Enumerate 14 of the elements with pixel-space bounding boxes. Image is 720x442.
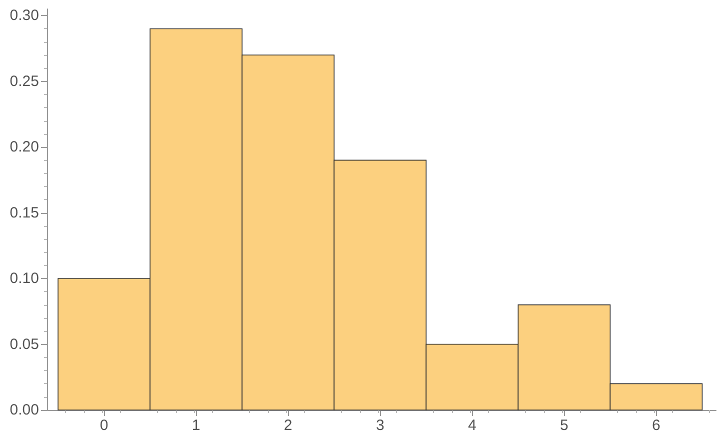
x-tick-label: 0: [100, 417, 108, 434]
x-tick-label: 1: [192, 417, 200, 434]
y-tick-label: 0.05: [10, 336, 39, 353]
x-tick-label: 3: [376, 417, 384, 434]
x-tick-label: 5: [560, 417, 568, 434]
y-tick-label: 0.15: [10, 204, 39, 222]
x-tick-label: 2: [284, 417, 292, 434]
x-tick-label: 6: [652, 417, 660, 434]
y-tick-label: 0.10: [10, 270, 39, 288]
y-tick-label: 0.30: [10, 7, 39, 24]
y-tick-label: 0.25: [10, 72, 39, 90]
x-tick-label: 4: [468, 417, 476, 434]
y-tick-label: 0.20: [10, 138, 39, 156]
y-tick-label: 0.00: [10, 402, 39, 418]
